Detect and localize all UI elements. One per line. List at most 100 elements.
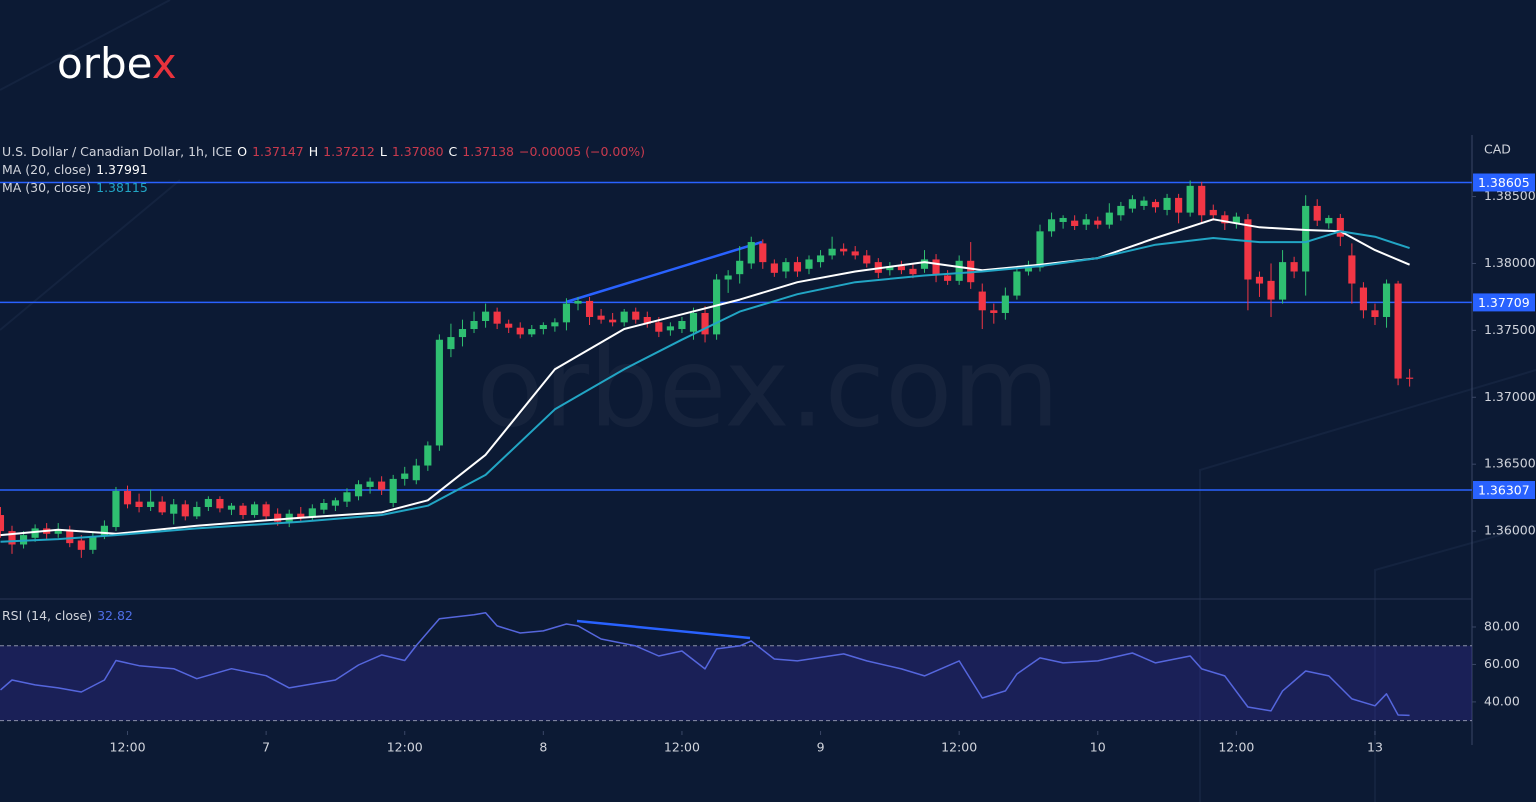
candle-body [666,326,674,331]
candle-body [320,502,328,510]
candle-body [308,508,316,518]
decor-line [1199,369,1536,802]
candle-body [77,540,85,550]
candle-body [482,311,490,322]
watermark: orbex.com [476,323,1059,451]
candle-body [620,311,628,323]
y-tick-label: 1.38000 [1484,255,1536,270]
candle-body [1163,197,1171,210]
moving-average [0,218,1410,537]
candle-body [158,501,166,513]
candle-body [1290,262,1298,272]
ohlc-value: 1.37080 [391,144,444,159]
candle-body [1209,209,1217,216]
candle-body [1348,255,1356,284]
decor-line [0,179,181,331]
decor-line [1374,524,1536,802]
candle-body [331,500,340,506]
level-label-bg [1473,481,1535,500]
ohlc-letter: H [308,144,319,159]
candle-body [1382,283,1391,317]
candle-body [1313,205,1321,221]
level-label-bg [1473,293,1535,312]
candle-body [366,481,374,487]
y-tick-label: 80.00 [1484,618,1520,633]
candle-body [389,478,397,503]
candle-body [1325,217,1333,224]
candle-body [1059,217,1067,222]
candle-body [597,315,605,320]
candle-body [250,504,259,516]
y-tick-label: 1.37000 [1484,389,1536,404]
candle-body [181,504,189,517]
candle-body [1071,220,1079,226]
candle-body [689,312,698,332]
candle-body [354,484,363,497]
ohlc-letter: O [237,144,248,159]
x-tick-label: 8 [539,740,547,755]
candle-body [1001,295,1009,313]
x-tick-label: 12:00 [941,740,977,755]
candle-body [1047,219,1056,232]
candle-body [643,316,651,324]
moving-average [0,230,1410,543]
rsi-value: 32.82 [97,608,133,623]
y-tick-label: 40.00 [1484,693,1520,708]
y-tick-label: 1.36500 [1484,456,1536,471]
candle-body [66,529,74,544]
candle-body [828,248,836,256]
candle-body [1359,287,1368,311]
decor-line [0,0,171,91]
x-tick-label: 12:00 [1218,740,1254,755]
ohlc-value: 1.37138 [462,144,514,159]
candle-body [1394,283,1402,379]
candle-body [574,300,582,304]
candle-body [1371,310,1379,317]
candle-body [470,321,478,330]
candle-body [909,268,917,275]
x-tick-label: 12:00 [387,740,423,755]
candle-body [609,319,617,323]
candle-body [701,312,709,335]
ma-name: MA (30, close) [2,180,92,195]
change-value: −0.00005 (−0.00%) [518,144,646,159]
candle-body [886,266,894,271]
symbol-title: U.S. Dollar / Canadian Dollar, 1h, ICE [2,144,233,159]
candle-body [262,504,270,517]
candle-body [424,445,432,466]
candle-body [343,492,351,502]
candle-body [539,325,547,330]
candle-body [435,339,443,446]
level-label-bg [1473,173,1535,192]
x-tick-label: 7 [262,740,270,755]
candle-body [31,528,39,538]
candle-body [747,242,755,264]
candle-body [1278,262,1287,300]
y-tick-label: 1.37500 [1484,322,1536,337]
candle-body [1221,215,1229,224]
candle-body [1244,219,1252,280]
candle-body [505,323,513,328]
candle-body [227,505,236,510]
candle-body [147,501,155,508]
ohlc-value: 1.37147 [252,144,304,159]
rsi-legend: RSI (14, close) 32.82 [2,607,138,625]
y-axis-label: CAD [1484,142,1511,157]
ma-name: MA (20, close) [2,162,92,177]
ma-value: 1.37991 [96,162,148,177]
candle-body [135,501,143,508]
logo: orbe [57,39,152,88]
candle-body [204,498,212,508]
ohlc-letter: C [448,144,458,159]
candle-body [863,255,871,264]
ma-legend: MA (30, close) 1.38115 [2,179,153,197]
candle-body [216,498,224,509]
candle-body [678,321,686,330]
candle-body [1082,219,1090,225]
candle-body [412,465,420,481]
candle-body [100,525,108,537]
candle-body [1336,217,1344,237]
candle-body [840,248,848,252]
candle-body [112,490,120,528]
